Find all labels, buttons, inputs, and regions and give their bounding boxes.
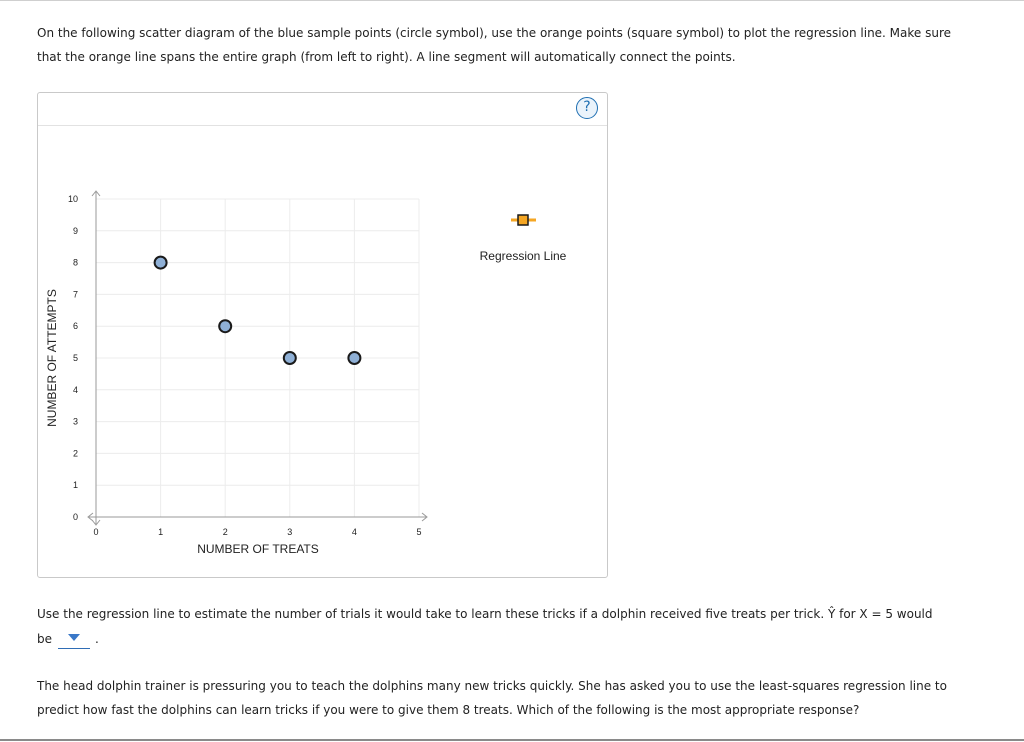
- x-tick-label: 3: [287, 527, 292, 537]
- be-label: be: [37, 632, 52, 646]
- y-tick-label: 10: [68, 194, 78, 204]
- sample-point: [218, 319, 233, 334]
- sample-point: [347, 351, 362, 365]
- x-tick-label: 1: [158, 527, 163, 537]
- question1-text: Use the regression line to estimate the …: [37, 607, 933, 621]
- regression-point-tool-icon[interactable]: [517, 214, 529, 226]
- y-axis-arrow-down: [91, 519, 101, 526]
- y-tick-label: 1: [73, 480, 78, 490]
- top-divider: [0, 0, 1024, 1]
- y-tick-label: 0: [73, 512, 78, 522]
- bottom-divider: [0, 739, 1024, 741]
- tick-labels: 0 1 2 3 4 5 6 7 8 9 10 0 1 2 3 4 5: [68, 194, 422, 537]
- sample-point: [153, 255, 168, 270]
- chevron-down-icon: [68, 634, 80, 641]
- x-tick-label: 4: [352, 527, 357, 537]
- question2-text: The head dolphin trainer is pressuring y…: [37, 679, 947, 717]
- x-axis-arrow-right: [421, 512, 428, 522]
- y-axis-label: NUMBER OF ATTEMPTS: [45, 289, 59, 427]
- y-tick-label: 6: [73, 321, 78, 331]
- axes-layer: [87, 190, 428, 526]
- sample-point: [282, 351, 297, 365]
- y-axis-arrow-up: [91, 190, 101, 197]
- y-tick-label: 3: [73, 417, 78, 427]
- instructions-text: On the following scatter diagram of the …: [37, 26, 952, 64]
- graph-panel[interactable]: [37, 92, 608, 578]
- sample-points: [153, 255, 362, 365]
- x-tick-label: 0: [93, 527, 98, 537]
- y-tick-label: 2: [73, 448, 78, 458]
- help-icon[interactable]: ?: [576, 97, 598, 119]
- y-tick-label: 5: [73, 353, 78, 363]
- answer-dropdown[interactable]: [58, 628, 90, 649]
- x-axis-arrow-left: [87, 512, 94, 522]
- y-tick-label: 8: [73, 258, 78, 268]
- x-axis-label: NUMBER OF TREATS: [197, 542, 319, 556]
- legend-label: Regression Line: [480, 249, 567, 263]
- grid-layer: [95, 198, 420, 518]
- x-tick-label: 2: [223, 527, 228, 537]
- y-tick-label: 9: [73, 226, 78, 236]
- y-tick-label: 4: [73, 385, 78, 395]
- legend[interactable]: Regression Line: [480, 214, 567, 263]
- x-tick-label: 5: [416, 527, 421, 537]
- y-tick-label: 7: [73, 289, 78, 299]
- panel-header-divider: [38, 125, 607, 126]
- period-text: .: [95, 632, 99, 646]
